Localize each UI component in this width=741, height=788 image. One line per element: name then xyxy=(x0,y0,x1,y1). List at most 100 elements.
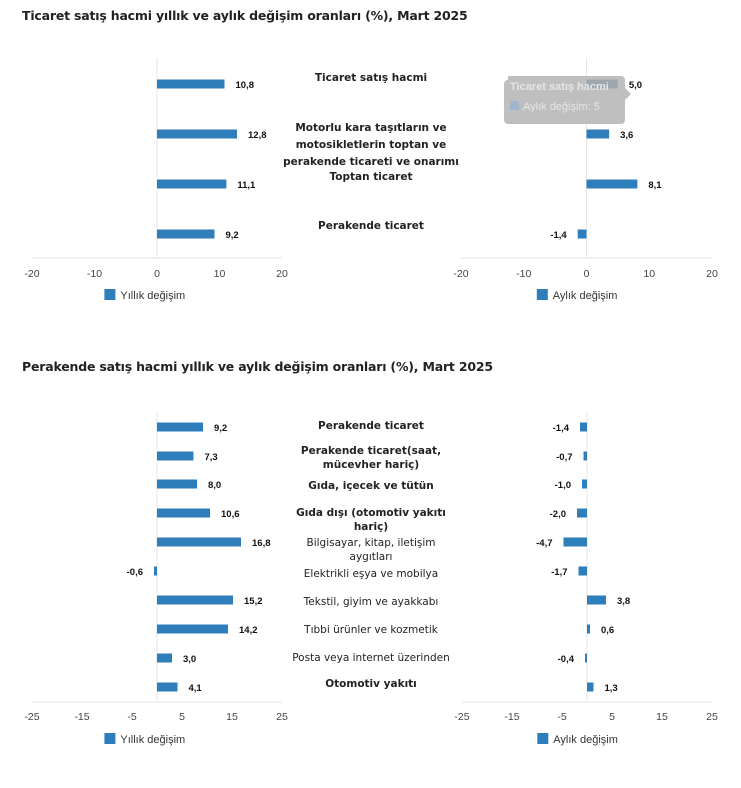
chart-1-panel-1-data-label: 9,2 xyxy=(226,230,239,241)
chart-1-panel-1-bar[interactable] xyxy=(157,179,227,189)
chart-2-category-label: Otomotiv yakıtı xyxy=(325,678,417,690)
chart-1-category-label: Ticaret satış hacmi xyxy=(315,72,427,84)
chart-2-panel-2-bar[interactable] xyxy=(563,537,588,547)
chart-1-panel-1-x-tick-label: -10 xyxy=(87,268,102,280)
chart-2-panel-1-x-tick-label: -15 xyxy=(74,711,89,723)
chart-1-panel-2-bar[interactable] xyxy=(586,129,610,139)
chart-1-panel-1-bar[interactable] xyxy=(157,229,215,239)
tooltip-title: Ticaret satış hacmi xyxy=(510,81,609,93)
chart-2-panel-2-data-label: -0,4 xyxy=(558,654,575,665)
chart-2-panel-2-x-tick-label: 25 xyxy=(706,711,718,723)
chart-2-category-label: Gıda dışı (otomotiv yakıtı xyxy=(296,507,446,519)
chart-2-panel-2-legend-swatch[interactable] xyxy=(537,733,549,744)
chart-1-panel-1-data-label: 11,1 xyxy=(237,180,256,191)
chart-2-panel-2-legend-label[interactable]: Aylık değişim xyxy=(553,734,618,746)
chart-2-panel-1-x-tick-label: 25 xyxy=(276,711,288,723)
chart-2-panel-1-legend-swatch[interactable] xyxy=(104,733,116,744)
tooltip-value: Aylık değişim: 5 xyxy=(523,101,600,113)
chart-1-title: Ticaret satış hacmi yıllık ve aylık deği… xyxy=(22,8,468,23)
chart-2-title: Perakende satış hacmi yıllık ve aylık de… xyxy=(22,359,493,374)
chart-2-category-label: aygıtları xyxy=(350,551,393,563)
chart-1-panel-2-x-tick-label: -20 xyxy=(453,268,468,280)
chart-2-panel-1-legend-label[interactable]: Yıllık değişim xyxy=(120,734,185,746)
chart-1-panel-1-x-tick-label: 20 xyxy=(276,268,288,280)
chart-1-category-label: motosikletlerin toptan ve xyxy=(296,139,447,151)
chart-2-panel-2-data-label: -4,7 xyxy=(536,538,552,549)
chart-2-category-label: Elektrikli eşya ve mobilya xyxy=(304,568,438,580)
chart-2-panel-2-bar[interactable] xyxy=(587,595,606,605)
chart-1-panel-1-data-label: 12,8 xyxy=(248,130,267,141)
chart-2-panel-1-bar[interactable] xyxy=(157,479,197,489)
chart-2-panel-1-data-label: 7,3 xyxy=(205,452,218,463)
chart-1-panel-1-bar[interactable] xyxy=(157,129,237,139)
chart-1-panel-2-x-tick-label: -10 xyxy=(516,268,531,280)
chart-2-panel-2-bar[interactable] xyxy=(582,479,587,489)
chart-2-panel-2-x-tick-label: -5 xyxy=(557,711,566,723)
chart-2-panel-1-bar[interactable] xyxy=(157,451,194,461)
chart-2-panel-2-data-label: 3,8 xyxy=(617,596,630,607)
chart-1-panel-2-data-label: 8,1 xyxy=(648,180,662,191)
chart-2-panel-1-x-tick-label: 15 xyxy=(226,711,238,723)
chart-2-panel-2-data-label: -2,0 xyxy=(550,509,566,520)
chart-2-panel-1-data-label: 16,8 xyxy=(252,538,271,549)
chart-2-panel-1-bar[interactable] xyxy=(157,537,241,547)
chart-2-panel-1-bar[interactable] xyxy=(157,508,210,518)
chart-2-panel-1-bar[interactable] xyxy=(157,595,233,605)
chart-2-panel-2-x-tick-label: 5 xyxy=(609,711,615,723)
chart-2-panel-1-data-label: 8,0 xyxy=(208,480,221,491)
chart-2-panel-2-bar[interactable] xyxy=(577,508,587,518)
chart-1-panel-2-data-label: 3,6 xyxy=(620,130,633,141)
chart-2-panel-1-data-label: 14,2 xyxy=(239,625,258,636)
chart-2-category-label: Gıda, içecek ve tütün xyxy=(308,480,433,492)
chart-2-panel-2-bar[interactable] xyxy=(587,624,590,634)
chart-1-panel-1-data-label: 10,8 xyxy=(236,80,255,91)
chart-2-panel-2-x-tick-label: 15 xyxy=(656,711,668,723)
chart-2-panel-1-x-tick-label: -5 xyxy=(127,711,136,723)
chart-2-panel-2-data-label: 0,6 xyxy=(601,625,614,636)
chart-2-category-label: hariç) xyxy=(354,521,388,533)
chart-2-panel-2-bar[interactable] xyxy=(578,566,588,576)
chart-1-panel-2-legend-label[interactable]: Aylık değişim xyxy=(553,290,618,302)
chart-1-panel-2-legend-swatch[interactable] xyxy=(536,289,548,300)
chart-2-panel-1-data-label: -0,6 xyxy=(127,567,143,578)
chart-1-panel-1-x-tick-label: 10 xyxy=(214,268,226,280)
chart-2-panel-1-data-label: 9,2 xyxy=(214,423,227,434)
chart-2-panel-1-data-label: 10,6 xyxy=(221,509,240,520)
chart-2-panel-1-bar[interactable] xyxy=(157,624,228,634)
chart-1-category-label: perakende ticareti ve onarımı xyxy=(283,156,459,168)
tooltip-box xyxy=(504,76,631,124)
chart-2-category-label: Perakende ticaret(saat, xyxy=(301,445,441,457)
chart-1-panel-2-x-tick-label: 10 xyxy=(643,268,655,280)
chart-1-panel-2-bar[interactable] xyxy=(577,229,587,239)
chart-1-panel-2-data-label: 5,0 xyxy=(629,80,642,91)
chart-1-panel-1-x-tick-label: -20 xyxy=(24,268,39,280)
chart-1-panel-1-x-tick-label: 0 xyxy=(154,268,160,280)
chart-1-panel-1-bar[interactable] xyxy=(157,79,225,89)
chart-2-panel-1-bar[interactable] xyxy=(157,422,203,432)
chart-2-panel-1-bar[interactable] xyxy=(154,566,157,576)
chart-2-category-label: Bilgisayar, kitap, iletişim xyxy=(307,537,436,549)
chart-2-panel-1-bar[interactable] xyxy=(157,682,178,692)
chart-2-category-label: Tekstil, giyim ve ayakkabı xyxy=(303,596,439,608)
chart-2-panel-2-bar[interactable] xyxy=(580,422,587,432)
chart-2-panel-2-bar[interactable] xyxy=(585,653,587,663)
chart-2-panel-1-data-label: 4,1 xyxy=(189,683,203,694)
chart-1-category-label: Perakende ticaret xyxy=(318,220,424,232)
chart-2-panel-2-data-label: -1,0 xyxy=(555,480,571,491)
chart-1-panel-1-legend-swatch[interactable] xyxy=(104,289,116,300)
chart-2-panel-1-x-tick-label: -25 xyxy=(24,711,39,723)
chart-2-panel-2-data-label: -0,7 xyxy=(556,452,572,463)
chart-2-panel-1-bar[interactable] xyxy=(157,653,172,663)
chart-1-panel-2-data-label: -1,4 xyxy=(550,230,567,241)
chart-2-panel-2-data-label: 1,3 xyxy=(605,683,618,694)
chart-2-category-label: Perakende ticaret xyxy=(318,420,424,432)
chart-2-panel-2-bar[interactable] xyxy=(587,682,594,692)
chart-2-panel-2-bar[interactable] xyxy=(583,451,588,461)
chart-2-panel-2-x-tick-label: -25 xyxy=(454,711,469,723)
chart-1-panel-2-x-tick-label: 0 xyxy=(584,268,590,280)
chart-1-panel-2-bar[interactable] xyxy=(586,179,638,189)
chart-2-panel-2-data-label: -1,7 xyxy=(551,567,567,578)
chart-1-category-label: Toptan ticaret xyxy=(330,171,413,183)
chart-1-panel-1-legend-label[interactable]: Yıllık değişim xyxy=(120,290,185,302)
